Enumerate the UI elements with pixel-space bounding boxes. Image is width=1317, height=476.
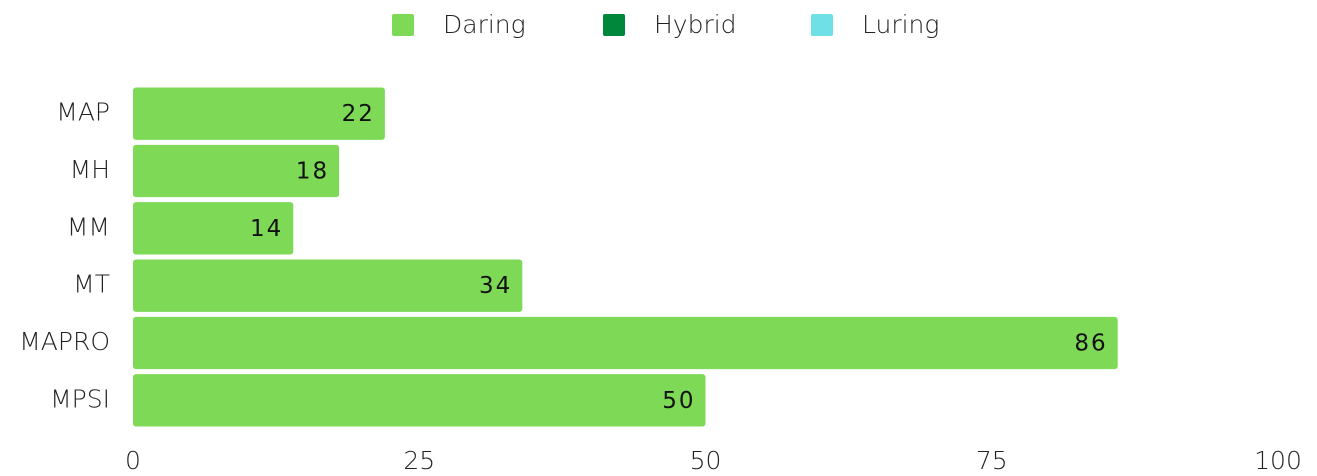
bar <box>133 144 340 198</box>
x-tick-label: 0 <box>125 446 141 475</box>
legend-label: Hybrid <box>654 10 737 39</box>
value-label: 50 <box>662 388 695 414</box>
x-tick-label: 50 <box>690 446 722 475</box>
legend-label: Luring <box>862 10 939 39</box>
bar <box>133 259 523 312</box>
bar <box>133 202 294 255</box>
legend-label: Daring <box>443 10 526 39</box>
y-tick-label: MAP <box>56 98 110 127</box>
y-tick-label: MPSI <box>50 384 110 413</box>
value-label: 86 <box>1074 331 1107 357</box>
y-tick-label: MAPRO <box>19 327 110 356</box>
y-tick-label: MT <box>73 270 110 299</box>
legend-swatch <box>603 14 625 36</box>
bar <box>133 87 385 140</box>
bar <box>133 316 1118 370</box>
value-label: 34 <box>479 273 512 299</box>
x-tick-label: 75 <box>976 446 1008 475</box>
x-tick-label: 100 <box>1254 446 1302 475</box>
legend-swatch <box>811 14 833 36</box>
y-tick-label: MM <box>67 212 110 241</box>
value-label: 14 <box>250 216 283 242</box>
y-tick-label: MH <box>70 155 110 184</box>
bar <box>133 374 706 427</box>
value-label: 22 <box>342 101 375 127</box>
x-tick-label: 25 <box>403 446 435 475</box>
legend-swatch <box>392 14 414 36</box>
value-label: 18 <box>296 159 329 185</box>
